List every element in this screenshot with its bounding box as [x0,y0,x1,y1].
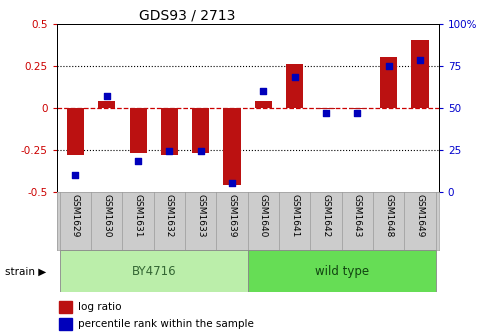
Bar [130,108,147,153]
Point [103,93,111,98]
Point [416,58,424,63]
Text: strain ▶: strain ▶ [5,266,46,276]
Text: GSM1642: GSM1642 [321,195,330,238]
Point [322,110,330,115]
Text: log ratio: log ratio [78,302,121,312]
Bar [192,108,210,153]
Text: GSM1641: GSM1641 [290,195,299,238]
Point [353,110,361,115]
Bar [349,108,366,109]
Bar [286,64,303,108]
Text: wild type: wild type [315,265,369,278]
Point [134,159,142,164]
Point [385,63,392,68]
Text: BY4716: BY4716 [132,265,176,278]
Bar [60,250,248,292]
Text: GSM1649: GSM1649 [416,195,424,238]
Text: GSM1643: GSM1643 [353,195,362,238]
Text: GSM1632: GSM1632 [165,195,174,238]
Bar [98,101,115,108]
Bar [59,301,72,313]
Text: GDS93 / 2713: GDS93 / 2713 [139,8,236,23]
Bar [411,40,428,108]
Text: GSM1633: GSM1633 [196,195,205,238]
Bar [317,108,335,109]
Bar [255,101,272,108]
Bar [161,108,178,155]
Text: GSM1630: GSM1630 [103,195,111,238]
Point [291,75,299,80]
Text: percentile rank within the sample: percentile rank within the sample [78,319,253,329]
Text: GSM1639: GSM1639 [228,195,237,238]
Point [197,149,205,154]
Point [228,180,236,186]
Bar [380,57,397,108]
Point [166,149,174,154]
Text: GSM1629: GSM1629 [71,195,80,238]
Text: GSM1640: GSM1640 [259,195,268,238]
Bar [67,108,84,155]
Text: GSM1631: GSM1631 [134,195,142,238]
Bar [59,318,72,330]
Point [71,172,79,177]
Point [259,88,267,93]
Text: GSM1648: GSM1648 [384,195,393,238]
Bar [248,250,436,292]
Bar [223,108,241,185]
